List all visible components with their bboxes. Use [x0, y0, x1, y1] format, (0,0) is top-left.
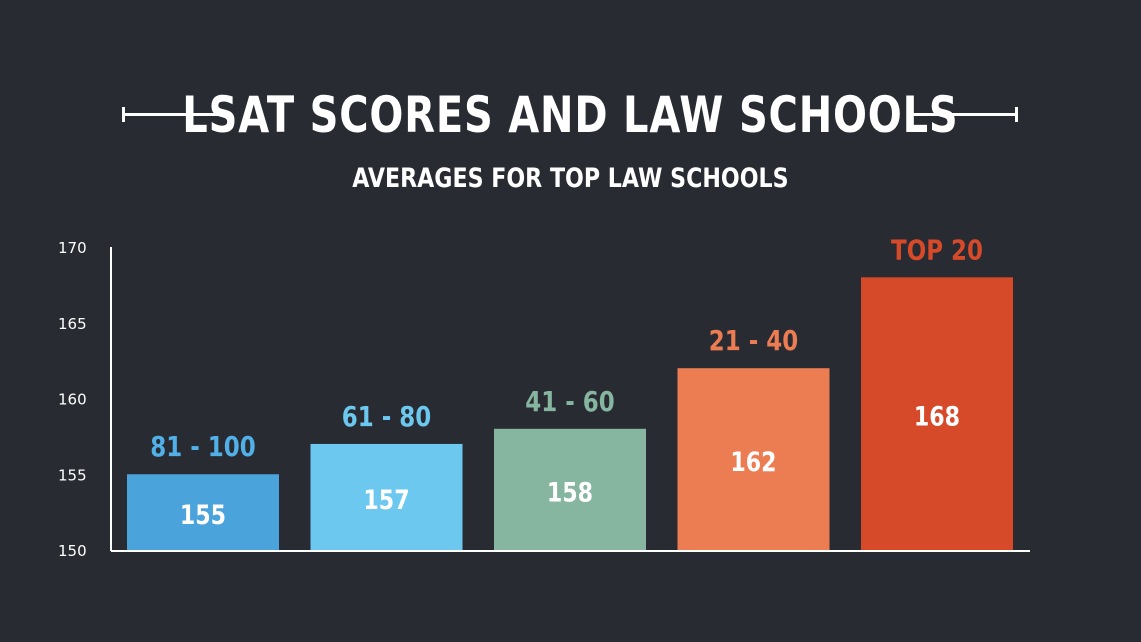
title-rule-left [123, 113, 227, 116]
bar-value-label: 158 [547, 476, 593, 508]
y-tick-label: 170 [58, 239, 87, 257]
y-tick-label: 165 [58, 315, 87, 333]
y-tick-label: 150 [58, 542, 87, 560]
bar-3 [494, 428, 646, 550]
bar-5 [861, 277, 1013, 550]
bar-1 [127, 474, 279, 550]
title-rule-right [913, 113, 1018, 116]
bar-value-label: 168 [914, 400, 960, 432]
chart-subtitle: AVERAGES FOR TOP LAW SCHOOLS [352, 163, 789, 194]
bar-value-label: 157 [363, 484, 409, 516]
title-rule-left-cap [122, 107, 125, 122]
title-rule-right-cap [1015, 107, 1018, 122]
chart-title: LSAT SCORES AND LAW SCHOOLS [182, 86, 959, 144]
y-tick-label: 155 [58, 466, 87, 484]
bar-value-label: 162 [730, 446, 776, 478]
category-label: 61 - 80 [342, 401, 431, 434]
chart-bars [127, 277, 1013, 550]
chart-axes: 170 165 160 155 150 [58, 239, 1030, 560]
category-label: 41 - 60 [525, 386, 614, 419]
category-label: 21 - 40 [709, 325, 798, 358]
bar-4 [677, 368, 830, 550]
category-label: TOP 20 [891, 234, 983, 267]
category-label: 81 - 100 [150, 431, 255, 464]
y-tick-label: 160 [58, 391, 87, 409]
bar-value-label: 155 [180, 499, 226, 531]
bar-2 [310, 443, 463, 550]
chart-labels: 155 81 - 100 157 61 - 80 158 41 - 60 162 21 - 4… [150, 234, 983, 531]
